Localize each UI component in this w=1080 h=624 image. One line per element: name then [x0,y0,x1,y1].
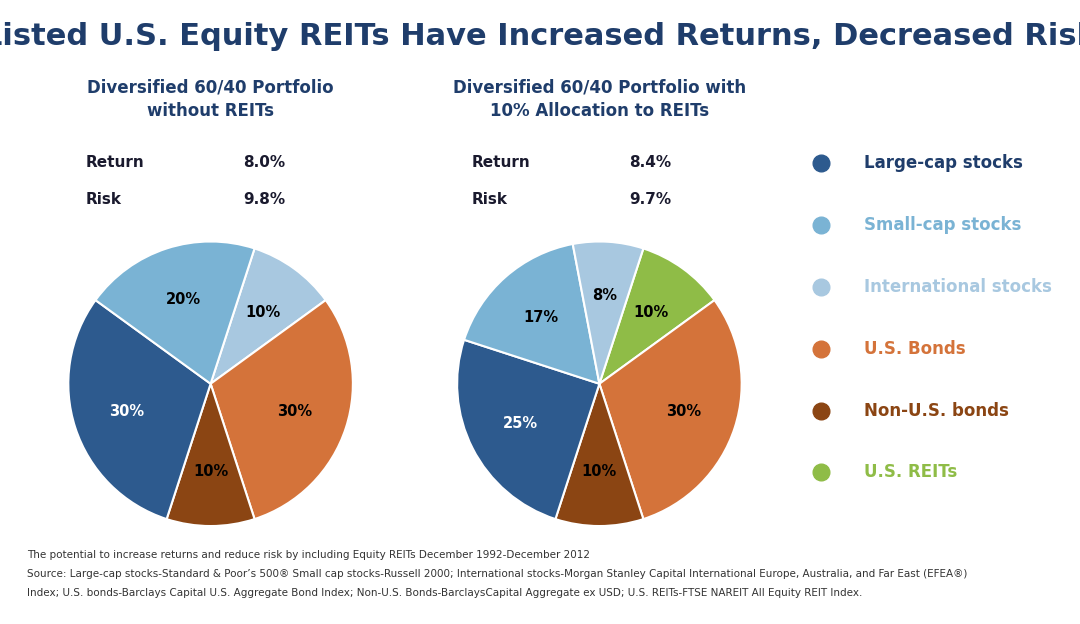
Text: 10%: 10% [193,464,228,479]
Text: 17%: 17% [524,310,558,325]
Text: 8.0%: 8.0% [243,155,285,170]
Wedge shape [95,241,255,384]
Text: Listed U.S. Equity REITs Have Increased Returns, Decreased Risk: Listed U.S. Equity REITs Have Increased … [0,22,1080,51]
Wedge shape [572,241,644,384]
Wedge shape [211,300,353,519]
Text: Diversified 60/40 Portfolio
without REITs: Diversified 60/40 Portfolio without REIT… [87,78,334,120]
Text: The potential to increase returns and reduce risk by including Equity REITs Dece: The potential to increase returns and re… [27,550,590,560]
Text: 8.4%: 8.4% [629,155,671,170]
Text: International stocks: International stocks [864,278,1052,296]
Wedge shape [464,244,599,384]
Text: 10%: 10% [582,464,617,479]
Text: Index; U.S. bonds-Barclays Capital U.S. Aggregate Bond Index; Non-U.S. Bonds-Bar: Index; U.S. bonds-Barclays Capital U.S. … [27,588,862,598]
Text: 30%: 30% [109,404,145,419]
Text: 9.7%: 9.7% [629,192,671,207]
Text: 10%: 10% [245,305,280,320]
Text: 25%: 25% [503,416,538,431]
Text: U.S. REITs: U.S. REITs [864,464,957,481]
Text: Risk: Risk [86,192,122,207]
Text: Non-U.S. bonds: Non-U.S. bonds [864,402,1009,419]
Text: 20%: 20% [165,293,201,308]
Text: Risk: Risk [472,192,508,207]
Wedge shape [457,340,599,519]
Text: Return: Return [472,155,530,170]
Text: Diversified 60/40 Portfolio with
10% Allocation to REITs: Diversified 60/40 Portfolio with 10% All… [453,78,746,120]
Wedge shape [555,384,644,526]
Text: Large-cap stocks: Large-cap stocks [864,155,1023,172]
Text: 9.8%: 9.8% [243,192,285,207]
Text: 10%: 10% [634,305,669,320]
Text: 30%: 30% [665,404,701,419]
Text: 8%: 8% [593,288,618,303]
Wedge shape [599,248,715,384]
Wedge shape [211,248,326,384]
Text: Return: Return [86,155,145,170]
Wedge shape [599,300,742,519]
Wedge shape [68,300,211,519]
Text: U.S. Bonds: U.S. Bonds [864,340,966,358]
Text: Source: Large-cap stocks-Standard & Poor’s 500® Small cap stocks-Russell 2000; I: Source: Large-cap stocks-Standard & Poor… [27,569,968,579]
Wedge shape [166,384,255,526]
Text: Small-cap stocks: Small-cap stocks [864,217,1022,234]
Text: 30%: 30% [276,404,312,419]
